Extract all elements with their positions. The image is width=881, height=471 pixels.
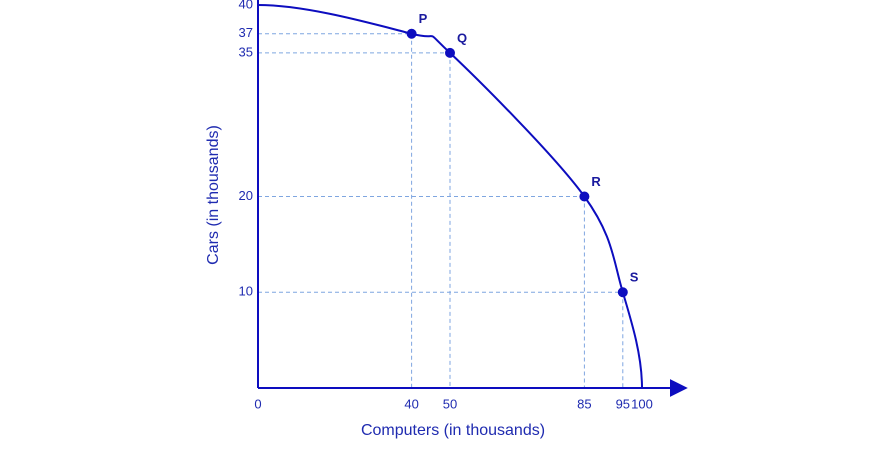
point-label: S [630, 270, 639, 285]
y-tick-label: 35 [239, 44, 253, 59]
x-tick-label: 95 [616, 396, 630, 411]
point [617, 287, 628, 298]
x-tick-label: 85 [577, 396, 591, 411]
point-label: P [419, 11, 428, 26]
x-tick-label: 40 [404, 396, 418, 411]
guides [258, 33, 624, 388]
y-axis-title: Cars (in thousands) [205, 125, 222, 265]
x-tick-label: 0 [254, 396, 261, 411]
y-tick-label: 37 [239, 25, 253, 40]
point-label: R [591, 174, 601, 189]
x-tick-label: 100 [631, 396, 653, 411]
y-tick-label: 20 [239, 188, 253, 203]
point [445, 47, 455, 58]
point [406, 28, 417, 39]
x-tick-label: 50 [443, 396, 457, 411]
point-label: Q [457, 30, 467, 45]
x-axis-title: Computers (in thousands) [361, 422, 545, 439]
point [579, 191, 590, 202]
y-tick-label: 40 [239, 0, 253, 11]
y-tick-label: 10 [239, 284, 253, 299]
